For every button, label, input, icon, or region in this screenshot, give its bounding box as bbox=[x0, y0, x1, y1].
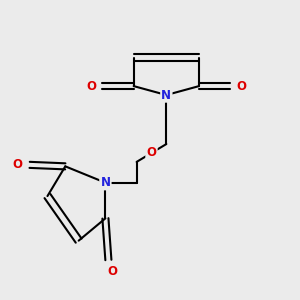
Text: N: N bbox=[161, 88, 171, 101]
Text: O: O bbox=[13, 158, 23, 171]
Text: O: O bbox=[86, 80, 96, 93]
Text: O: O bbox=[146, 146, 157, 160]
Text: N: N bbox=[100, 176, 110, 189]
Text: O: O bbox=[108, 266, 118, 278]
Text: O: O bbox=[236, 80, 247, 93]
